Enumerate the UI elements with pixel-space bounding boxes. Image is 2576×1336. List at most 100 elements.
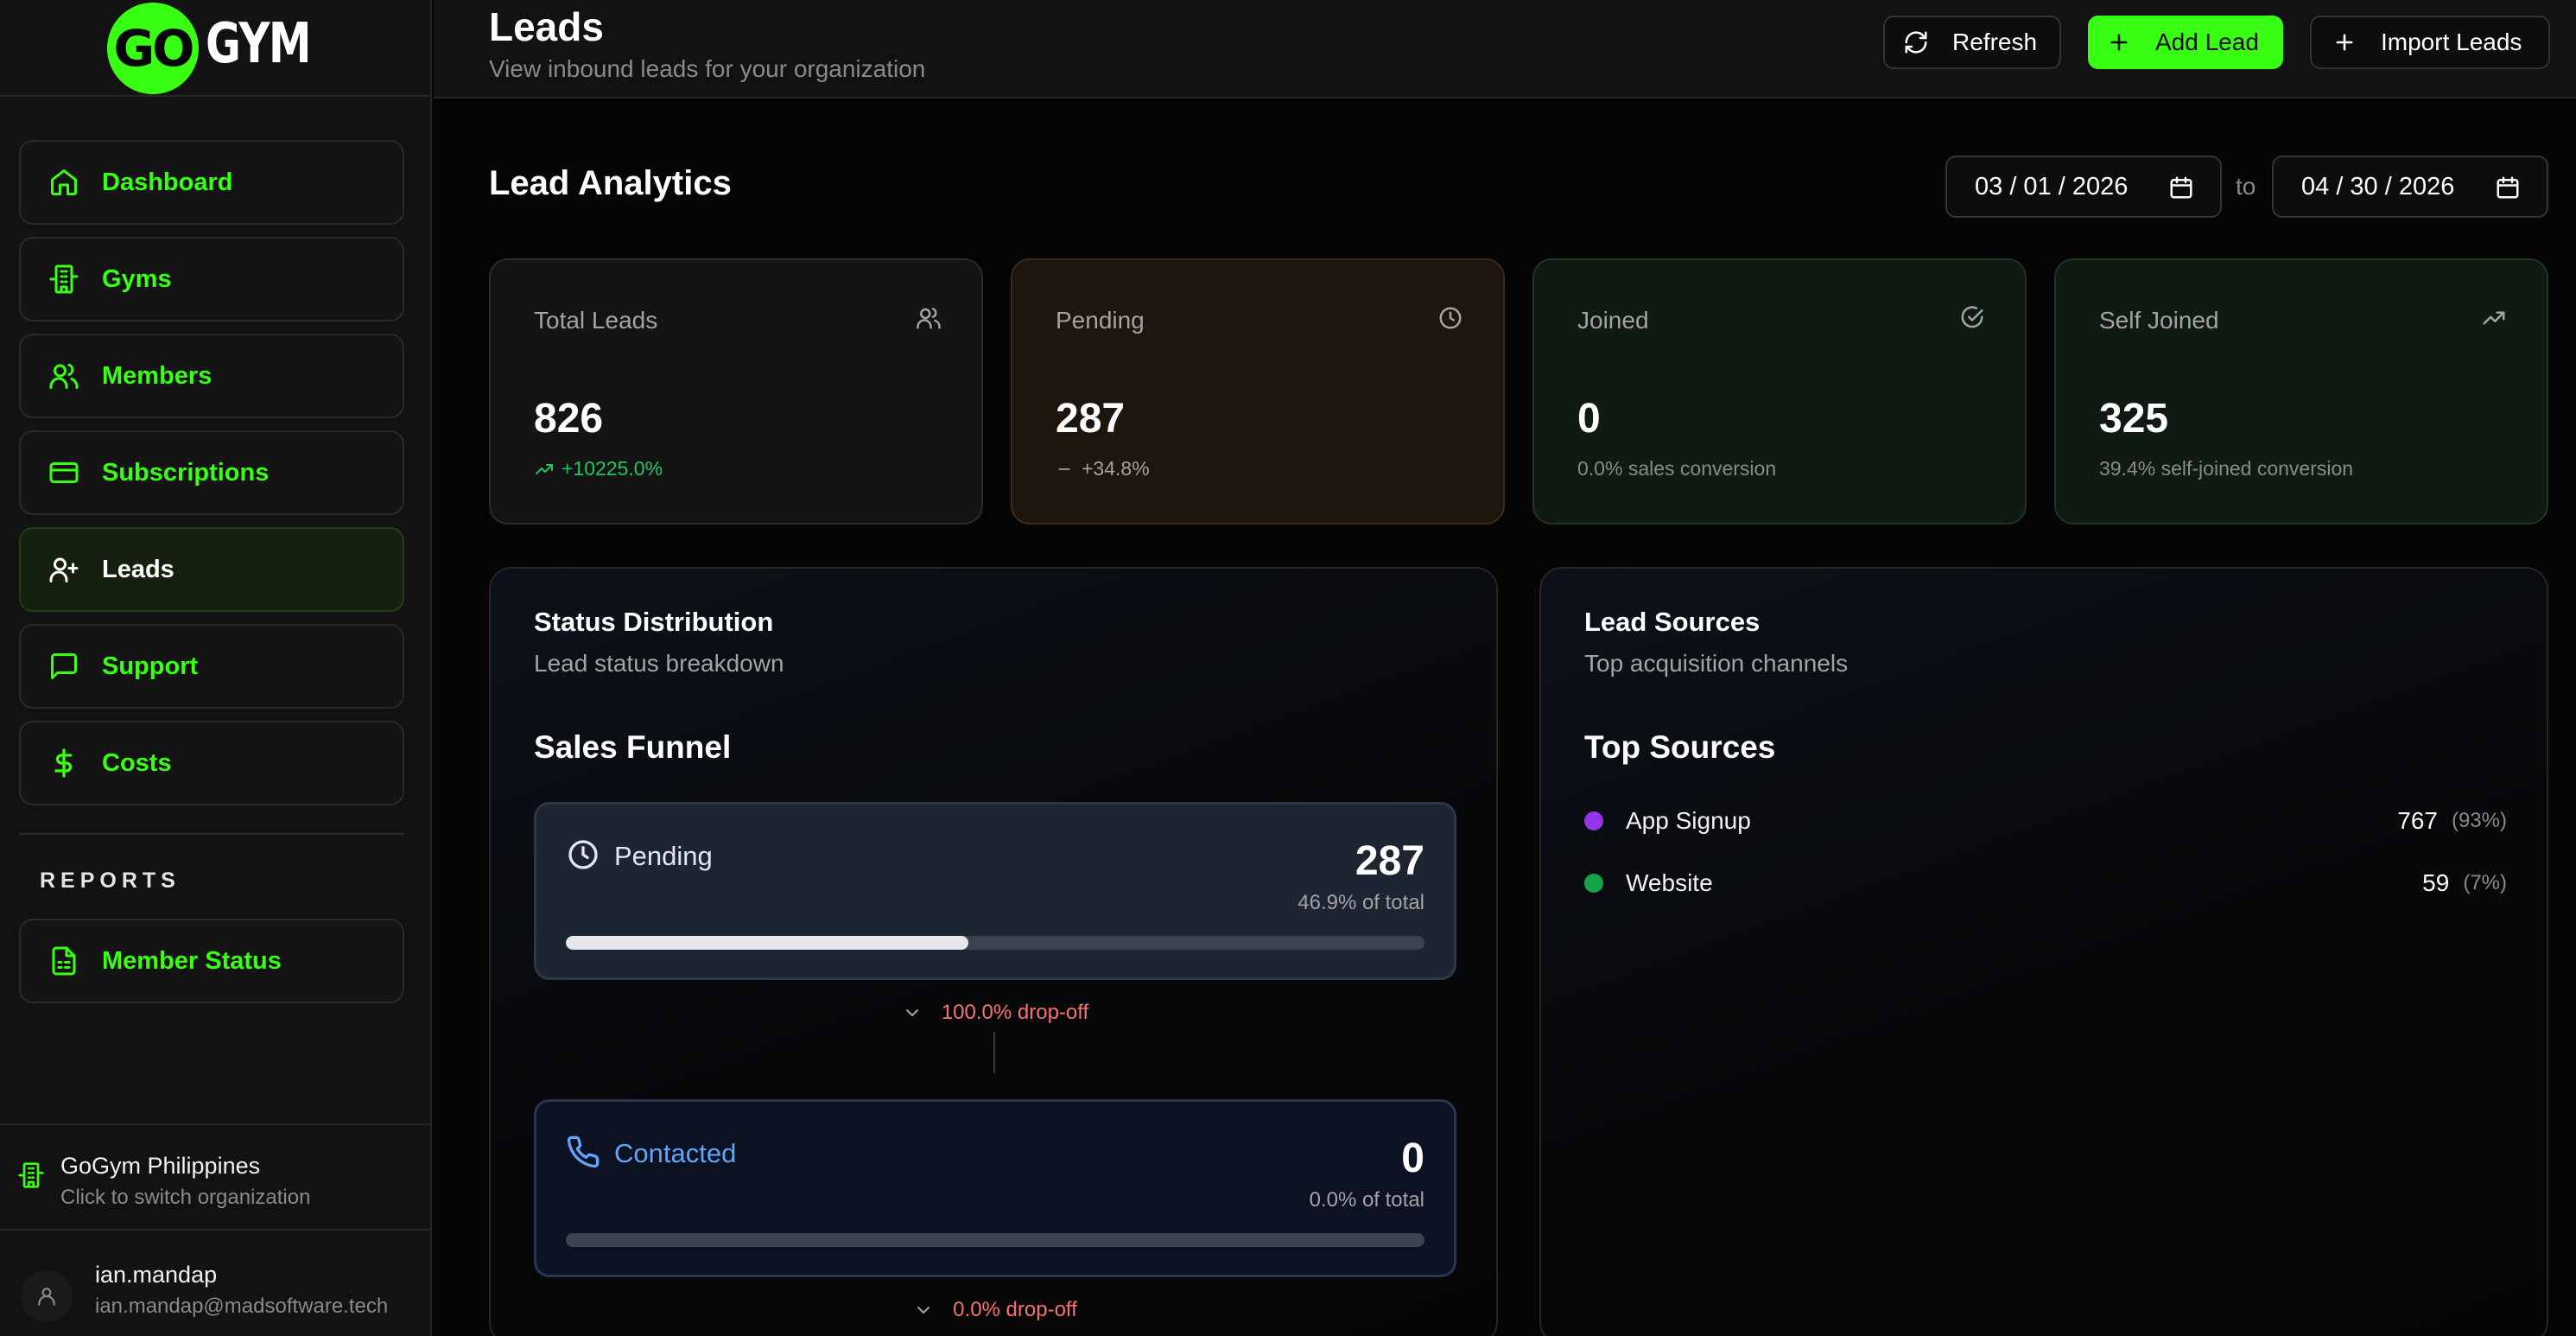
status-distribution-panel: Status Distribution Lead status breakdow… — [489, 567, 1498, 1336]
stat-value: 287 — [1056, 396, 1126, 442]
page-subtitle: View inbound leads for your organization — [489, 55, 926, 82]
sidebar-item-support[interactable]: Support — [19, 624, 404, 709]
refresh-icon — [1900, 27, 1932, 58]
org-hint: Click to switch organization — [60, 1186, 311, 1209]
refresh-label: Refresh — [1952, 29, 2038, 55]
stat-change: +34.8% — [1056, 457, 1150, 480]
stat-card-pending: Pending 287 +34.8% — [1011, 258, 1505, 525]
stat-label: Total Leads — [534, 307, 658, 334]
add-lead-button[interactable]: Add Lead — [2088, 16, 2283, 69]
date-to-input[interactable]: 04 / 30 / 2026 — [2272, 156, 2548, 218]
stage-progress-track — [566, 936, 1424, 950]
users-icon — [45, 357, 83, 395]
sidebar-item-leads[interactable]: Leads — [19, 527, 404, 612]
user-name: ian.mandap — [95, 1262, 218, 1288]
sidebar-item-label: Subscriptions — [102, 458, 270, 487]
user-email: ian.mandap@madsoftware.tech — [95, 1295, 389, 1318]
section-title: Lead Analytics — [489, 164, 732, 202]
source-percent: (7%) — [2463, 871, 2507, 894]
source-row: App Signup 767 (93%) — [1584, 804, 2507, 838]
sidebar-item-label: Dashboard — [102, 168, 233, 196]
plus-icon — [2103, 27, 2135, 58]
stat-change-text: +34.8% — [1082, 457, 1150, 480]
top-header: Leads View inbound leads for your organi… — [434, 0, 2576, 99]
stage-value: 0 — [1401, 1136, 1424, 1181]
sidebar-item-dashboard[interactable]: Dashboard — [19, 140, 404, 225]
sidebar: GO GYM Dashboard Gyms Members Subscripti… — [0, 0, 432, 1336]
calendar-icon[interactable] — [2168, 175, 2194, 207]
sidebar-item-label: Gyms — [102, 264, 172, 293]
plus-icon — [2329, 27, 2360, 58]
date-from-value: 03 / 01 / 2026 — [1975, 172, 2129, 200]
user-profile[interactable]: ian.mandap ian.mandap@madsoftware.tech — [0, 1231, 432, 1336]
chevron-down-icon — [913, 1300, 934, 1320]
stat-label: Self Joined — [2099, 307, 2219, 334]
dollar-icon — [45, 744, 83, 782]
funnel-stage-contacted[interactable]: Contacted 0 0.0% of total — [534, 1099, 1456, 1277]
stat-value: 826 — [534, 396, 604, 442]
check-circle-icon — [1959, 305, 1985, 335]
user-plus-icon — [45, 550, 83, 588]
lead-sources-panel: Lead Sources Top acquisition channels To… — [1539, 567, 2548, 1336]
sidebar-item-subscriptions[interactable]: Subscriptions — [19, 430, 404, 515]
stage-value: 287 — [1355, 838, 1424, 884]
source-percent: (93%) — [2451, 809, 2507, 832]
sidebar-item-label: Leads — [102, 555, 174, 583]
sidebar-item-gyms[interactable]: Gyms — [19, 237, 404, 321]
sidebar-item-costs[interactable]: Costs — [19, 721, 404, 805]
sidebar-item-label: Members — [102, 361, 213, 390]
stat-card-total-leads: Total Leads 826 +10225.0% — [489, 258, 983, 525]
minus-icon — [1056, 461, 1073, 478]
logo-mark: GO — [107, 3, 199, 94]
logo-word: GYM — [206, 12, 312, 76]
building-icon — [17, 1161, 45, 1193]
sidebar-divider — [19, 833, 404, 835]
phone-icon — [566, 1135, 600, 1174]
stage-percent: 0.0% of total — [1309, 1188, 1424, 1212]
stat-value: 325 — [2099, 396, 2169, 442]
funnel-stage-pending[interactable]: Pending 287 46.9% of total — [534, 802, 1456, 980]
top-sources-title: Top Sources — [1584, 729, 1776, 765]
chevron-down-icon — [902, 1002, 923, 1023]
stat-sub: 0.0% sales conversion — [1577, 457, 1777, 480]
stat-card-self-joined: Self Joined 325 39.4% self-joined conver… — [2054, 258, 2548, 525]
stage-dropoff: 100.0% drop-off — [491, 1001, 1500, 1025]
funnel-title: Sales Funnel — [534, 729, 732, 765]
org-switcher[interactable]: GoGym Philippines Click to switch organi… — [0, 1123, 432, 1231]
funnel-connector — [993, 1032, 995, 1073]
credit-card-icon — [45, 454, 83, 492]
source-row: Website 59 (7%) — [1584, 866, 2507, 900]
panel-title: Lead Sources — [1584, 607, 1761, 637]
message-icon — [45, 647, 83, 685]
date-from-input[interactable]: 03 / 01 / 2026 — [1945, 156, 2222, 218]
import-leads-label: Import Leads — [2381, 29, 2522, 55]
clock-icon — [1437, 305, 1463, 335]
stage-percent: 46.9% of total — [1298, 891, 1424, 914]
source-color-dot — [1584, 811, 1603, 830]
stat-value: 0 — [1577, 396, 1601, 442]
add-lead-label: Add Lead — [2155, 29, 2259, 55]
stage-label: Contacted — [614, 1138, 737, 1168]
date-range-separator: to — [2236, 173, 2256, 200]
sidebar-item-members[interactable]: Members — [19, 334, 404, 418]
panel-subtitle: Top acquisition channels — [1584, 650, 1849, 677]
trending-up-icon — [2481, 305, 2507, 335]
source-value: 767 — [2397, 807, 2438, 834]
avatar — [21, 1270, 73, 1322]
source-name: Website — [1626, 869, 1713, 896]
stat-change: +10225.0% — [534, 457, 663, 480]
stage-label: Pending — [614, 841, 713, 871]
date-to-value: 04 / 30 / 2026 — [2301, 172, 2455, 200]
refresh-button[interactable]: Refresh — [1883, 16, 2061, 69]
sidebar-item-member-status[interactable]: Member Status — [19, 919, 404, 1003]
stat-sub: 39.4% self-joined conversion — [2099, 457, 2354, 480]
logo[interactable]: GO GYM — [0, 0, 430, 97]
org-name: GoGym Philippines — [60, 1153, 261, 1179]
clock-icon — [566, 837, 600, 876]
source-value: 59 — [2422, 869, 2450, 896]
panel-subtitle: Lead status breakdown — [534, 650, 784, 677]
calendar-icon[interactable] — [2495, 175, 2521, 207]
stage-dropoff: 0.0% drop-off — [491, 1298, 1500, 1322]
import-leads-button[interactable]: Import Leads — [2310, 16, 2550, 69]
sidebar-item-label: Member Status — [102, 946, 282, 975]
